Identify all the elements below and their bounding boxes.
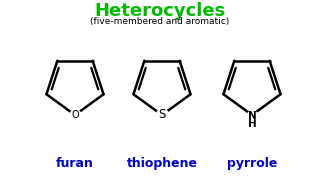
Text: Heterocycles: Heterocycles — [94, 2, 226, 20]
Text: N: N — [248, 111, 256, 121]
Text: (five-membered and aromatic): (five-membered and aromatic) — [90, 17, 230, 26]
Text: S: S — [158, 109, 166, 122]
Text: O: O — [71, 110, 79, 120]
Text: H: H — [248, 119, 256, 129]
Text: pyrrole: pyrrole — [227, 157, 277, 170]
Text: thiophene: thiophene — [126, 157, 197, 170]
Text: furan: furan — [56, 157, 94, 170]
